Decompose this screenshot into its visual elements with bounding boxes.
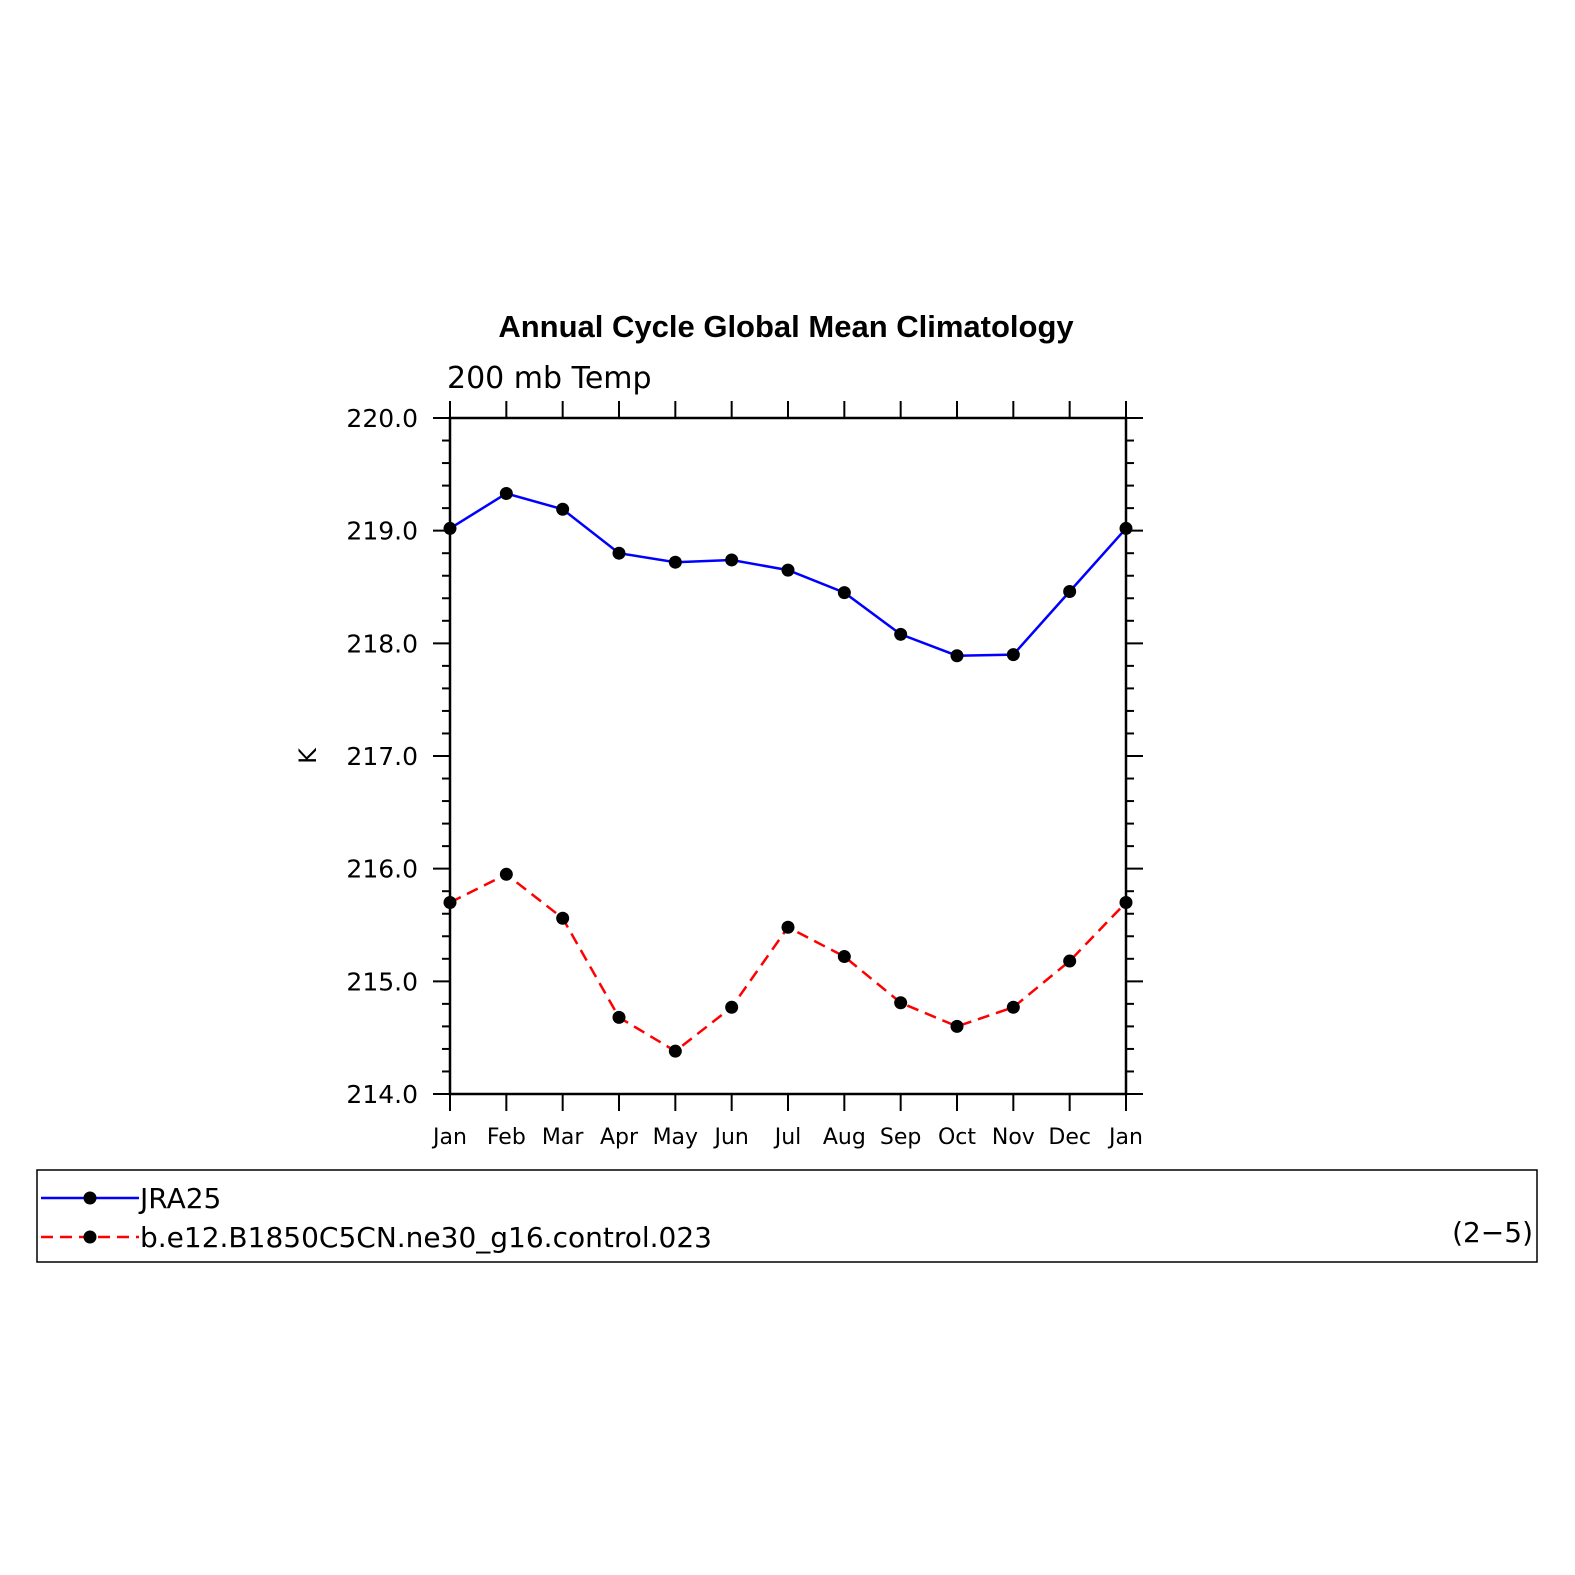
x-tick-label: May (653, 1125, 698, 1150)
data-point-series-1 (668, 1044, 682, 1058)
chart-title: Annual Cycle Global Mean Climatology (498, 309, 1074, 344)
y-tick-label: 215.0 (346, 967, 418, 996)
legend-marker-1 (83, 1230, 97, 1244)
data-point-series-1 (499, 867, 513, 881)
legend-label-0: JRA25 (138, 1182, 221, 1215)
data-point-series-1 (1063, 954, 1077, 968)
y-tick-label: 214.0 (346, 1080, 418, 1109)
data-point-series-0 (725, 553, 739, 567)
y-tick-label: 220.0 (346, 404, 418, 433)
data-point-series-1 (1006, 1000, 1020, 1014)
x-tick-label: Jul (773, 1125, 802, 1150)
series-line-1 (449, 872, 1127, 1053)
series-markers (443, 486, 1133, 1058)
x-tick-label: Dec (1048, 1125, 1091, 1150)
data-point-series-1 (781, 920, 795, 934)
axes: 214.0 215.0 216.0 217.0 218.0 219.0 220.0 Jan Fe… (346, 401, 1143, 1150)
data-point-series-0 (1006, 648, 1020, 662)
data-point-series-0 (443, 521, 457, 535)
legend-label-1: b.e12.B1850C5CN.ne30_g16.control.023 (140, 1221, 712, 1254)
x-tick-label: Aug (823, 1125, 866, 1150)
data-point-series-0 (612, 546, 626, 560)
legend: JRA25 b.e12.B1850C5CN.ne30_g16.control.02… (41, 1182, 712, 1254)
x-tick-label: Jun (712, 1125, 748, 1150)
panel-label: (2−5) (1452, 1216, 1533, 1249)
series-lines (449, 492, 1127, 1053)
data-point-series-0 (668, 555, 682, 569)
x-tick-label: Jan (431, 1125, 467, 1150)
y-tick-label: 218.0 (346, 629, 418, 658)
data-point-series-1 (1119, 895, 1133, 909)
data-point-series-1 (950, 1019, 964, 1033)
data-point-series-1 (556, 911, 570, 925)
y-axis-label: K (294, 747, 322, 764)
data-point-series-0 (837, 586, 851, 600)
x-tick-label: Apr (600, 1125, 639, 1150)
x-tick-label: Feb (487, 1125, 526, 1150)
legend-marker-0 (83, 1191, 97, 1205)
data-point-series-1 (443, 895, 457, 909)
x-tick-label: Nov (992, 1125, 1035, 1150)
y-tick-label: 219.0 (346, 517, 418, 546)
data-point-series-1 (894, 996, 908, 1010)
data-point-series-1 (725, 1000, 739, 1014)
data-point-series-0 (781, 563, 795, 577)
plot-frame (448, 416, 1128, 1096)
data-point-series-0 (894, 627, 908, 641)
data-point-series-0 (950, 649, 964, 663)
data-point-series-1 (837, 950, 851, 964)
data-point-series-0 (499, 486, 513, 500)
y-tick-label: 217.0 (346, 742, 418, 771)
chart-subtitle: 200 mb Temp (447, 361, 652, 396)
x-tick-label: Jan (1107, 1125, 1143, 1150)
x-tick-label: Oct (938, 1125, 976, 1150)
data-point-series-0 (556, 502, 570, 516)
x-tick-label: Mar (542, 1125, 584, 1150)
data-point-series-0 (1119, 521, 1133, 535)
x-tick-label: Sep (880, 1125, 921, 1150)
data-point-series-0 (1063, 585, 1077, 599)
y-tick-label: 216.0 (346, 855, 418, 884)
legend-box (36, 1169, 1538, 1263)
data-point-series-1 (612, 1010, 626, 1024)
